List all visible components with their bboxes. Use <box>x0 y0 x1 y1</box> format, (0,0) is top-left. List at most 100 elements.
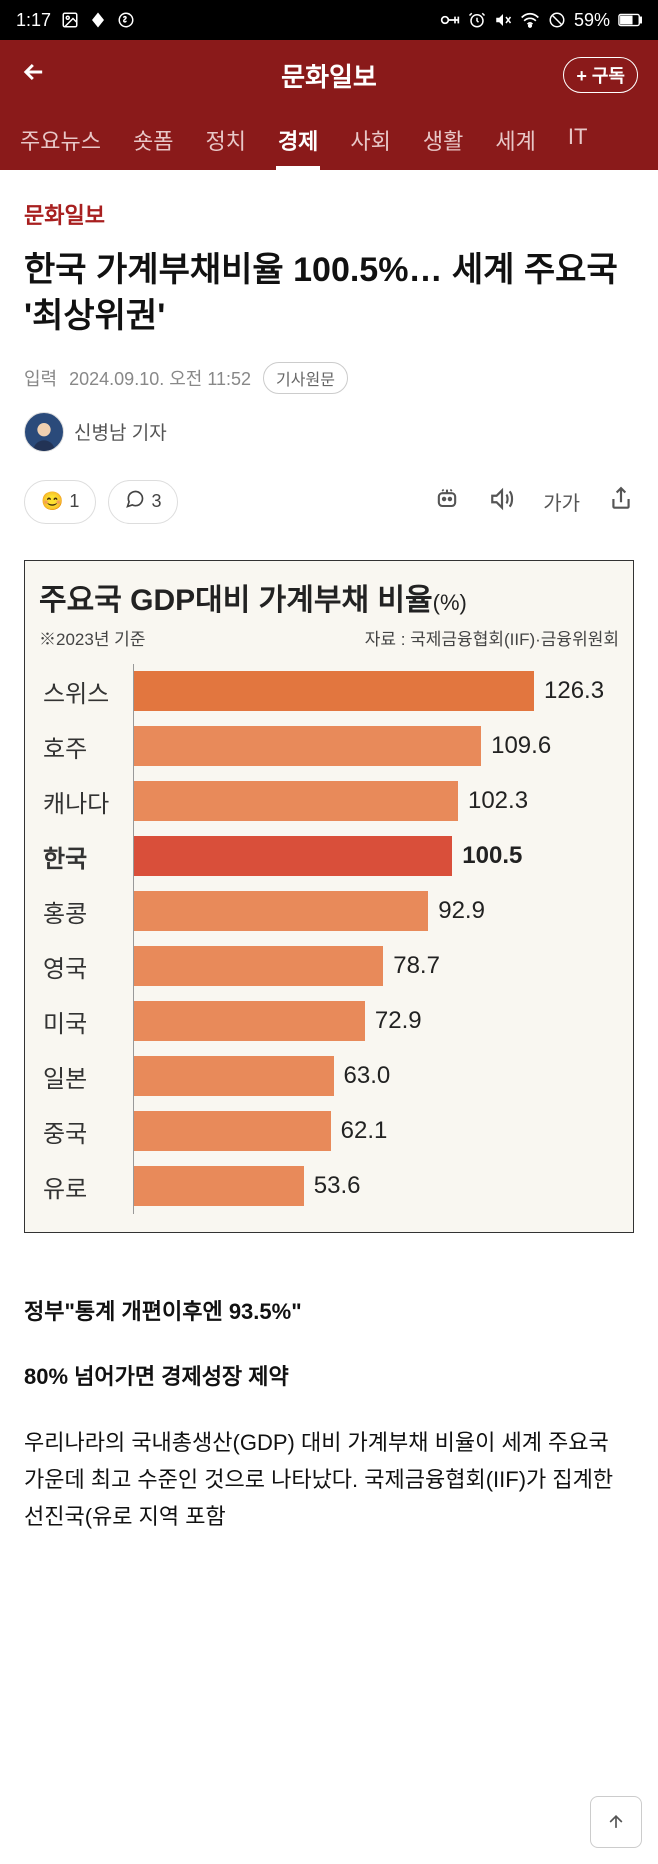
actions-right: 가가 <box>433 485 634 518</box>
comments-count: 3 <box>151 491 161 512</box>
bar-row: 한국100.5 <box>39 829 619 884</box>
chart-sub-right: 자료 : 국제금융협회(IIF)·금융위원회 <box>365 625 619 650</box>
bar-value: 53.6 <box>314 1172 361 1200</box>
bar-track: 126.3 <box>133 664 619 719</box>
chart-frame: 주요국 GDP대비 가계부채 비율(%) ※2023년 기준 자료 : 국제금융… <box>24 560 634 1233</box>
bar-label: 미국 <box>39 1004 133 1039</box>
bar-track: 92.9 <box>133 884 619 939</box>
reactions-button[interactable]: 😊 1 <box>24 480 96 524</box>
body-p3: 우리나라의 국내총생산(GDP) 대비 가계부채 비율이 세계 주요국 가운데 … <box>24 1424 634 1536</box>
tab-사회[interactable]: 사회 <box>334 110 406 170</box>
bar-value: 92.9 <box>438 897 485 925</box>
bar-fill <box>134 1001 365 1041</box>
bar-track: 63.0 <box>133 1049 619 1104</box>
bar-fill <box>134 671 534 711</box>
bar-track: 100.5 <box>133 829 619 884</box>
bar-label: 호주 <box>39 729 133 764</box>
article-body: 정부"통계 개편이후엔 93.5%" 80% 넘어가면 경제성장 제약 우리나라… <box>0 1293 658 1604</box>
bar-value: 126.3 <box>544 677 604 705</box>
bar-track: 102.3 <box>133 774 619 829</box>
bar-fill <box>134 946 383 986</box>
font-size-button[interactable]: 가가 <box>543 487 580 516</box>
bar-track: 72.9 <box>133 994 619 1049</box>
scroll-top-button[interactable] <box>590 1796 642 1848</box>
bar-track: 62.1 <box>133 1104 619 1159</box>
bar-label: 영국 <box>39 949 133 984</box>
body-p1: 정부"통계 개편이후엔 93.5%" <box>24 1293 634 1330</box>
bar-row: 홍콩 92.9 <box>39 884 619 939</box>
battery-icon <box>618 13 642 27</box>
gallery-icon <box>61 11 79 29</box>
article-meta: 입력 2024.09.10. 오전 11:52 기사원문 <box>24 362 634 394</box>
comment-icon <box>125 489 145 514</box>
app-header: 문화일보 + 구독 주요뉴스숏폼정치경제사회생활세계IT <box>0 40 658 170</box>
actions-row: 😊 1 3 가가 <box>24 480 634 524</box>
tab-세계[interactable]: 세계 <box>479 110 551 170</box>
chart-subtitle: ※2023년 기준 자료 : 국제금융협회(IIF)·금융위원회 <box>39 625 619 650</box>
author-name: 신병남 기자 <box>74 418 167 445</box>
vpn-icon <box>440 13 460 27</box>
bar-track: 78.7 <box>133 939 619 994</box>
tab-IT[interactable]: IT <box>552 110 604 170</box>
subscribe-button[interactable]: + 구독 <box>563 57 638 93</box>
bar-label: 캐나다 <box>39 784 133 819</box>
bar-track: 109.6 <box>133 719 619 774</box>
author-avatar <box>24 412 64 452</box>
share-icon[interactable] <box>608 486 634 517</box>
bar-value: 78.7 <box>393 952 440 980</box>
article-source[interactable]: 문화일보 <box>24 198 634 230</box>
tab-숏폼[interactable]: 숏폼 <box>117 110 189 170</box>
tab-경제[interactable]: 경제 <box>262 110 334 170</box>
comments-button[interactable]: 3 <box>108 480 178 524</box>
ai-summary-icon[interactable] <box>433 485 461 518</box>
bar-label: 유로 <box>39 1169 133 1204</box>
bar-fill <box>134 1166 304 1206</box>
bar-row: 유로 53.6 <box>39 1159 619 1214</box>
bar-row: 중국62.1 <box>39 1104 619 1159</box>
bar-label: 홍콩 <box>39 894 133 929</box>
bar-value: 72.9 <box>375 1007 422 1035</box>
mute-icon <box>494 11 512 29</box>
bar-fill <box>134 726 481 766</box>
shazam-icon <box>117 11 135 29</box>
category-tabs: 주요뉴스숏폼정치경제사회생활세계IT <box>0 110 658 170</box>
status-left: 1:17 <box>16 10 135 31</box>
bar-fill <box>134 836 452 876</box>
wifi-icon <box>520 12 540 28</box>
article-headline: 한국 가계부채비율 100.5%… 세계 주요국 '최상위권' <box>24 248 634 340</box>
bar-value: 63.0 <box>344 1062 391 1090</box>
original-article-button[interactable]: 기사원문 <box>263 362 348 394</box>
bar-label: 한국 <box>39 839 133 874</box>
bar-label: 스위스 <box>39 674 133 709</box>
body-p2: 80% 넘어가면 경제성장 제약 <box>24 1358 634 1395</box>
alarm-icon <box>468 11 486 29</box>
tab-생활[interactable]: 생활 <box>407 110 479 170</box>
chart-sub-left: ※2023년 기준 <box>39 625 145 650</box>
chart-title-main: 주요국 GDP대비 가계부채 비율 <box>39 584 433 617</box>
bar-row: 일본63.0 <box>39 1049 619 1104</box>
status-bar: 1:17 59% <box>0 0 658 40</box>
bar-row: 영국 78.7 <box>39 939 619 994</box>
article-date: 2024.09.10. 오전 11:52 <box>69 365 251 391</box>
byline-row[interactable]: 신병남 기자 <box>24 412 634 452</box>
status-time: 1:17 <box>16 10 51 31</box>
header-title: 문화일보 <box>281 57 377 94</box>
battery-text: 59% <box>574 10 610 31</box>
tab-주요뉴스[interactable]: 주요뉴스 <box>4 110 117 170</box>
bar-label: 중국 <box>39 1114 133 1149</box>
meta-prefix: 입력 <box>24 365 57 391</box>
bar-row: 스위스 126.3 <box>39 664 619 719</box>
bar-fill <box>134 781 458 821</box>
bar-value: 102.3 <box>468 787 528 815</box>
chart-title-unit: (%) <box>433 590 467 615</box>
article-content: 문화일보 한국 가계부채비율 100.5%… 세계 주요국 '최상위권' 입력 … <box>0 170 658 1233</box>
bar-value: 109.6 <box>491 732 551 760</box>
reaction-emoji-icon: 😊 <box>41 491 63 512</box>
tts-icon[interactable] <box>489 486 515 517</box>
status-right: 59% <box>440 10 642 31</box>
bar-row: 미국 72.9 <box>39 994 619 1049</box>
tab-정치[interactable]: 정치 <box>189 110 261 170</box>
bar-row: 호주 109.6 <box>39 719 619 774</box>
chart-container: 주요국 GDP대비 가계부채 비율(%) ※2023년 기준 자료 : 국제금융… <box>24 560 634 1233</box>
back-button[interactable] <box>20 58 48 93</box>
